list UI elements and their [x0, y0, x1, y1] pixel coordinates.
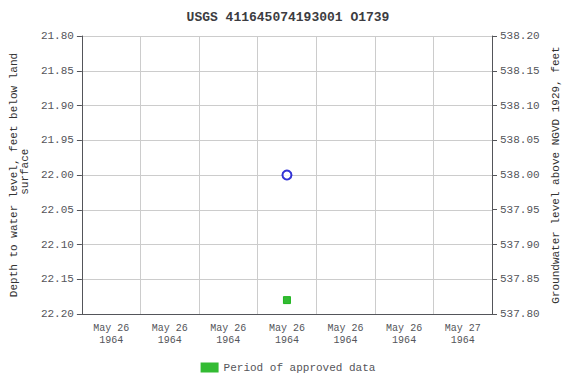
svg-text:May 26: May 26 — [328, 323, 364, 334]
svg-text:21.90: 21.90 — [41, 100, 74, 112]
svg-text:538.05: 538.05 — [500, 134, 540, 146]
svg-text:538.10: 538.10 — [500, 100, 540, 112]
svg-text:22.00: 22.00 — [41, 169, 74, 181]
svg-text:21.85: 21.85 — [41, 65, 74, 77]
svg-text:May 26: May 26 — [152, 323, 188, 334]
svg-text:1964: 1964 — [275, 335, 299, 346]
svg-text:22.20: 22.20 — [41, 308, 74, 320]
svg-text:USGS 411645074193001 O1739: USGS 411645074193001 O1739 — [187, 10, 390, 25]
svg-text:22.15: 22.15 — [41, 273, 74, 285]
svg-text:May 26: May 26 — [386, 323, 422, 334]
svg-text:1964: 1964 — [158, 335, 182, 346]
svg-text:21.80: 21.80 — [41, 30, 74, 42]
svg-text:22.10: 22.10 — [41, 239, 74, 251]
svg-text:1964: 1964 — [99, 335, 123, 346]
svg-text:May 26: May 26 — [210, 323, 246, 334]
svg-text:537.90: 537.90 — [500, 239, 540, 251]
svg-text:Depth to water level, feet bel: Depth to water level, feet below land — [7, 52, 20, 298]
svg-text:1964: 1964 — [451, 335, 475, 346]
svg-text:22.05: 22.05 — [41, 204, 74, 216]
svg-text:537.95: 537.95 — [500, 204, 540, 216]
svg-text:1964: 1964 — [392, 335, 416, 346]
svg-text:537.85: 537.85 — [500, 273, 540, 285]
svg-text:538.15: 538.15 — [500, 65, 540, 77]
svg-text:21.95: 21.95 — [41, 134, 74, 146]
svg-text:Period of approved data: Period of approved data — [224, 362, 376, 374]
svg-text:1964: 1964 — [216, 335, 240, 346]
svg-text:Groundwater level above NGVD 1: Groundwater level above NGVD 1929, feet — [550, 46, 562, 303]
svg-text:May 26: May 26 — [93, 323, 129, 334]
svg-text:538.00: 538.00 — [500, 169, 540, 181]
svg-text:surface: surface — [19, 149, 31, 202]
svg-text:537.80: 537.80 — [500, 308, 540, 320]
svg-text:1964: 1964 — [334, 335, 358, 346]
svg-text:538.20: 538.20 — [500, 30, 540, 42]
svg-text:May 26: May 26 — [269, 323, 305, 334]
svg-text:May 27: May 27 — [445, 323, 481, 334]
